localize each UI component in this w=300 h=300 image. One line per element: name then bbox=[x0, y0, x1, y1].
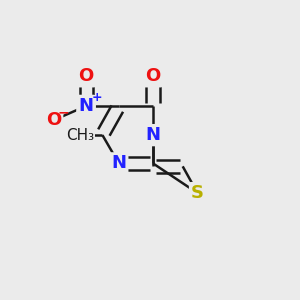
Text: N: N bbox=[79, 97, 94, 115]
Text: S: S bbox=[191, 184, 204, 202]
Text: O: O bbox=[79, 67, 94, 85]
Text: N: N bbox=[79, 97, 94, 115]
Text: O: O bbox=[46, 111, 61, 129]
Text: +: + bbox=[91, 91, 102, 104]
Text: N: N bbox=[146, 126, 160, 144]
Text: CH₃: CH₃ bbox=[66, 128, 94, 142]
Text: N: N bbox=[111, 154, 126, 172]
Text: O: O bbox=[46, 111, 61, 129]
Text: O: O bbox=[145, 67, 160, 85]
Text: −: − bbox=[57, 105, 69, 119]
